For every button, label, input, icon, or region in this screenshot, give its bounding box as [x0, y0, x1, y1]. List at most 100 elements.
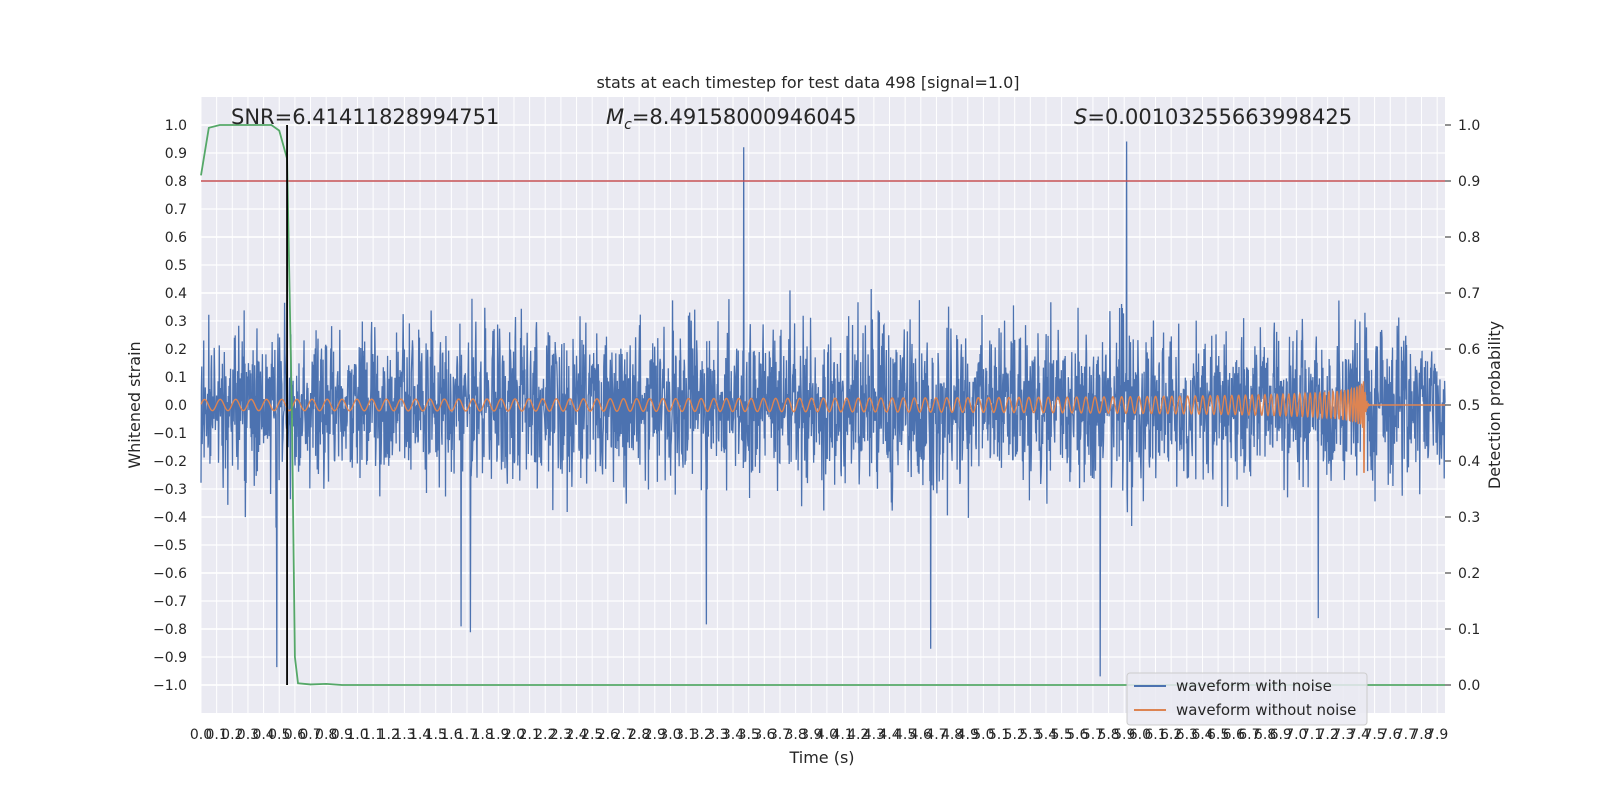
- y2-tick-label: 1.0: [1458, 118, 1480, 134]
- y2-tick-label: 0.0: [1458, 678, 1480, 694]
- x-tick-label: 5.2: [1004, 727, 1026, 743]
- x-tick-label: 7.3: [1332, 727, 1354, 743]
- y2-tick-label: 0.7: [1458, 286, 1480, 302]
- x-tick-label: 4.2: [847, 727, 869, 743]
- x-tick-label: 5.4: [1035, 727, 1057, 743]
- x-tick-label: 0.4: [252, 727, 274, 743]
- x-tick-label: 4.8: [941, 727, 963, 743]
- legend-label-clean: waveform without noise: [1176, 701, 1356, 719]
- x-tick-label: 7.6: [1379, 727, 1401, 743]
- legend-box: [1126, 672, 1368, 726]
- y-axis-label: Whitened strain: [125, 341, 144, 468]
- x-tick-label: 3.4: [722, 727, 744, 743]
- x-tick-label: 3.2: [691, 727, 713, 743]
- x-tick-label: 6.8: [1254, 727, 1276, 743]
- x-tick-label: 5.1: [988, 727, 1010, 743]
- x-tick-label: 6.6: [1223, 727, 1245, 743]
- chirp-mass-symbol: M: [606, 105, 624, 129]
- y-tick-label: 0.4: [165, 286, 187, 302]
- snr-annotation: SNR=6.41411828994751: [231, 105, 499, 129]
- x-tick-label: 7.2: [1317, 727, 1339, 743]
- x-tick-label: 1.0: [346, 727, 368, 743]
- y-tick-label: 0.3: [165, 314, 187, 330]
- legend: waveform with noise waveform without noi…: [1126, 672, 1368, 726]
- x-tick-label: 0.9: [331, 727, 353, 743]
- x-tick-label: 4.4: [878, 727, 900, 743]
- y-tick-label: −1.0: [153, 678, 187, 694]
- x-tick-label: 2.9: [644, 727, 666, 743]
- chirp-mass-annotation: Mc=8.49158000946045: [606, 105, 857, 133]
- x-tick-label: 4.3: [863, 727, 885, 743]
- y-tick-labels: 1.0 0.9 0.8 0.7 0.6 0.5 0.4 0.3 0.2 0.1 0.0 −0.1 −0.…: [153, 118, 187, 694]
- x-tick-label: 6.0: [1129, 727, 1151, 743]
- series-waveform-without-noise: [200, 381, 1445, 473]
- x-tick-label: 3.6: [753, 727, 775, 743]
- x-tick-label: 1.2: [378, 727, 400, 743]
- y-tick-label: −0.9: [153, 650, 187, 666]
- x-tick-label: 7.9: [1426, 727, 1448, 743]
- x-tick-label: 6.7: [1238, 727, 1260, 743]
- s-annotation: S=0.00103255663998425: [1074, 105, 1352, 129]
- y-tick-label: −0.3: [153, 482, 187, 498]
- y-tick-label: 0.5: [165, 258, 187, 274]
- x-tick-label: 3.5: [738, 727, 760, 743]
- x-tick-labels: 0.00.10.20.30.40.50.60.70.80.91.01.11.21…: [190, 727, 1448, 743]
- y-tick-label: −0.8: [153, 622, 187, 638]
- y2-tick-labels: 1.0 0.9 0.8 0.7 0.6 0.5 0.4 0.3 0.2 0.1 0.0: [1445, 118, 1480, 694]
- x-tick-label: 6.4: [1191, 727, 1213, 743]
- x-tick-label: 5.8: [1097, 727, 1119, 743]
- x-tick-label: 5.5: [1050, 727, 1072, 743]
- x-tick-label: 1.5: [425, 727, 447, 743]
- y-tick-label: −0.5: [153, 538, 187, 554]
- x-tick-label: 4.7: [925, 727, 947, 743]
- x-tick-label: 1.3: [393, 727, 415, 743]
- x-tick-label: 2.5: [581, 727, 603, 743]
- y-tick-label: 1.0: [165, 118, 187, 134]
- y2-tick-label: 0.8: [1458, 230, 1480, 246]
- y-tick-label: −0.7: [153, 594, 187, 610]
- x-tick-label: 6.3: [1176, 727, 1198, 743]
- series-waveform-with-noise: [200, 141, 1446, 677]
- x-tick-label: 0.6: [284, 727, 306, 743]
- x-tick-label: 3.0: [659, 727, 681, 743]
- y2-tick-label: 0.6: [1458, 342, 1480, 358]
- x-tick-label: 7.7: [1395, 727, 1417, 743]
- x-tick-label: 5.9: [1113, 727, 1135, 743]
- x-tick-label: 5.7: [1082, 727, 1104, 743]
- x-tick-label: 1.7: [456, 727, 478, 743]
- x-tick-label: 2.0: [503, 727, 525, 743]
- x-tick-label: 0.7: [299, 727, 321, 743]
- x-tick-label: 7.5: [1363, 727, 1385, 743]
- y-tick-label: 0.2: [165, 342, 187, 358]
- x-tick-label: 0.1: [206, 727, 228, 743]
- x-tick-label: 4.0: [816, 727, 838, 743]
- chirp-mass-subscript: c: [624, 117, 632, 133]
- x-tick-label: 5.3: [1019, 727, 1041, 743]
- y-tick-label: 0.7: [165, 202, 187, 218]
- s-value: =0.00103255663998425: [1087, 105, 1352, 129]
- y-tick-label: 0.8: [165, 174, 187, 190]
- x-tick-label: 2.6: [597, 727, 619, 743]
- x-tick-label: 4.5: [894, 727, 916, 743]
- x-tick-label: 2.7: [612, 727, 634, 743]
- x-tick-label: 4.6: [910, 727, 932, 743]
- x-tick-label: 5.6: [1066, 727, 1088, 743]
- y-tick-label: 0.9: [165, 146, 187, 162]
- x-tick-label: 7.1: [1301, 727, 1323, 743]
- x-tick-label: 6.1: [1144, 727, 1166, 743]
- x-tick-label: 2.3: [550, 727, 572, 743]
- plot-area: [200, 124, 1446, 686]
- chart-title: stats at each timestep for test data 498…: [596, 73, 1019, 92]
- x-tick-label: 0.3: [237, 727, 259, 743]
- legend-label-noise: waveform with noise: [1176, 677, 1332, 695]
- y-tick-label: −0.1: [153, 426, 187, 442]
- y2-tick-label: 0.4: [1458, 454, 1480, 470]
- x-tick-label: 2.1: [518, 727, 540, 743]
- x-tick-label: 0.2: [221, 727, 243, 743]
- y2-axis-label: Detection probability: [1485, 321, 1504, 489]
- x-axis-label: Time (s): [788, 748, 854, 767]
- x-tick-label: 2.4: [565, 727, 587, 743]
- x-tick-label: 1.6: [440, 727, 462, 743]
- y-tick-label: 0.1: [165, 370, 187, 386]
